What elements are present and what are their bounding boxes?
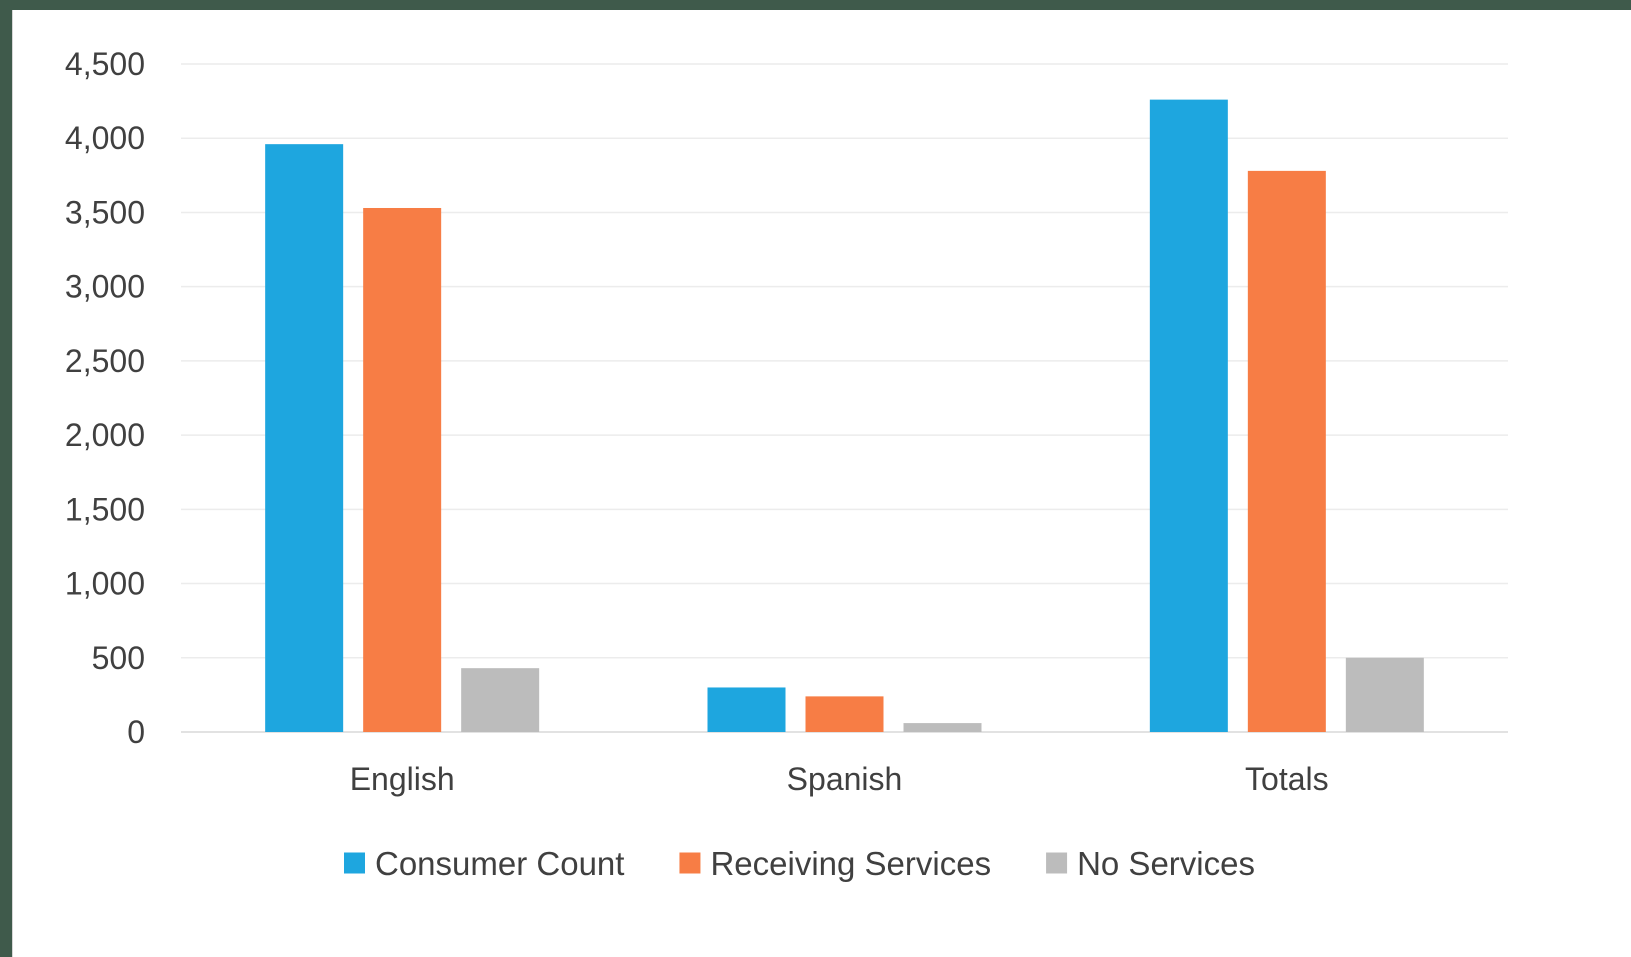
bar-no-services-english xyxy=(461,668,540,732)
bar-no-services-totals xyxy=(1345,657,1424,732)
legend-item-receiving-services: Receiving Services xyxy=(679,845,991,882)
y-tick-label: 4,000 xyxy=(65,120,145,156)
legend: Consumer Count Receiving Services No Servi… xyxy=(344,845,1255,882)
legend-swatch xyxy=(1046,852,1068,874)
y-axis-ticks: 0 500 1,000 1,500 2,000 2,500 3,000 3,500 4,000 4… xyxy=(65,46,145,750)
bar-chart: 0 500 1,000 1,500 2,000 2,500 3,000 3,500 4,000 4… xyxy=(65,46,1508,882)
y-tick-label: 4,500 xyxy=(65,46,145,82)
y-tick-label: 0 xyxy=(127,714,145,750)
bar-receiving-services-english xyxy=(363,207,442,733)
bar-receiving-services-spanish xyxy=(805,696,884,732)
y-tick-label: 1,000 xyxy=(65,566,145,602)
y-tick-label: 1,500 xyxy=(65,491,145,527)
legend-label: Consumer Count xyxy=(375,845,624,882)
x-category-label: English xyxy=(350,761,455,797)
x-axis-categories: English Spanish Totals xyxy=(350,761,1329,797)
y-tick-label: 2,500 xyxy=(65,343,145,379)
legend-swatch xyxy=(344,852,365,874)
legend-swatch xyxy=(679,852,701,874)
legend-label: No Services xyxy=(1077,845,1255,882)
y-tick-label: 3,500 xyxy=(65,194,145,230)
bar-consumer-count-totals xyxy=(1149,99,1228,733)
bar-consumer-count-spanish xyxy=(707,687,786,732)
legend-item-no-services: No Services xyxy=(1046,845,1255,882)
y-tick-label: 2,000 xyxy=(65,417,145,453)
bars xyxy=(265,99,1424,733)
x-category-label: Spanish xyxy=(787,761,903,797)
legend-label: Receiving Services xyxy=(710,845,991,882)
chart-frame: 0 500 1,000 1,500 2,000 2,500 3,000 3,500 4,000 4… xyxy=(12,10,1631,957)
bar-receiving-services-totals xyxy=(1247,170,1326,732)
y-tick-label: 3,000 xyxy=(65,269,145,305)
bar-no-services-spanish xyxy=(903,723,982,732)
x-category-label: Totals xyxy=(1245,761,1329,797)
legend-item-consumer-count: Consumer Count xyxy=(344,845,624,882)
bar-consumer-count-english xyxy=(265,144,344,732)
y-tick-label: 500 xyxy=(92,640,145,676)
